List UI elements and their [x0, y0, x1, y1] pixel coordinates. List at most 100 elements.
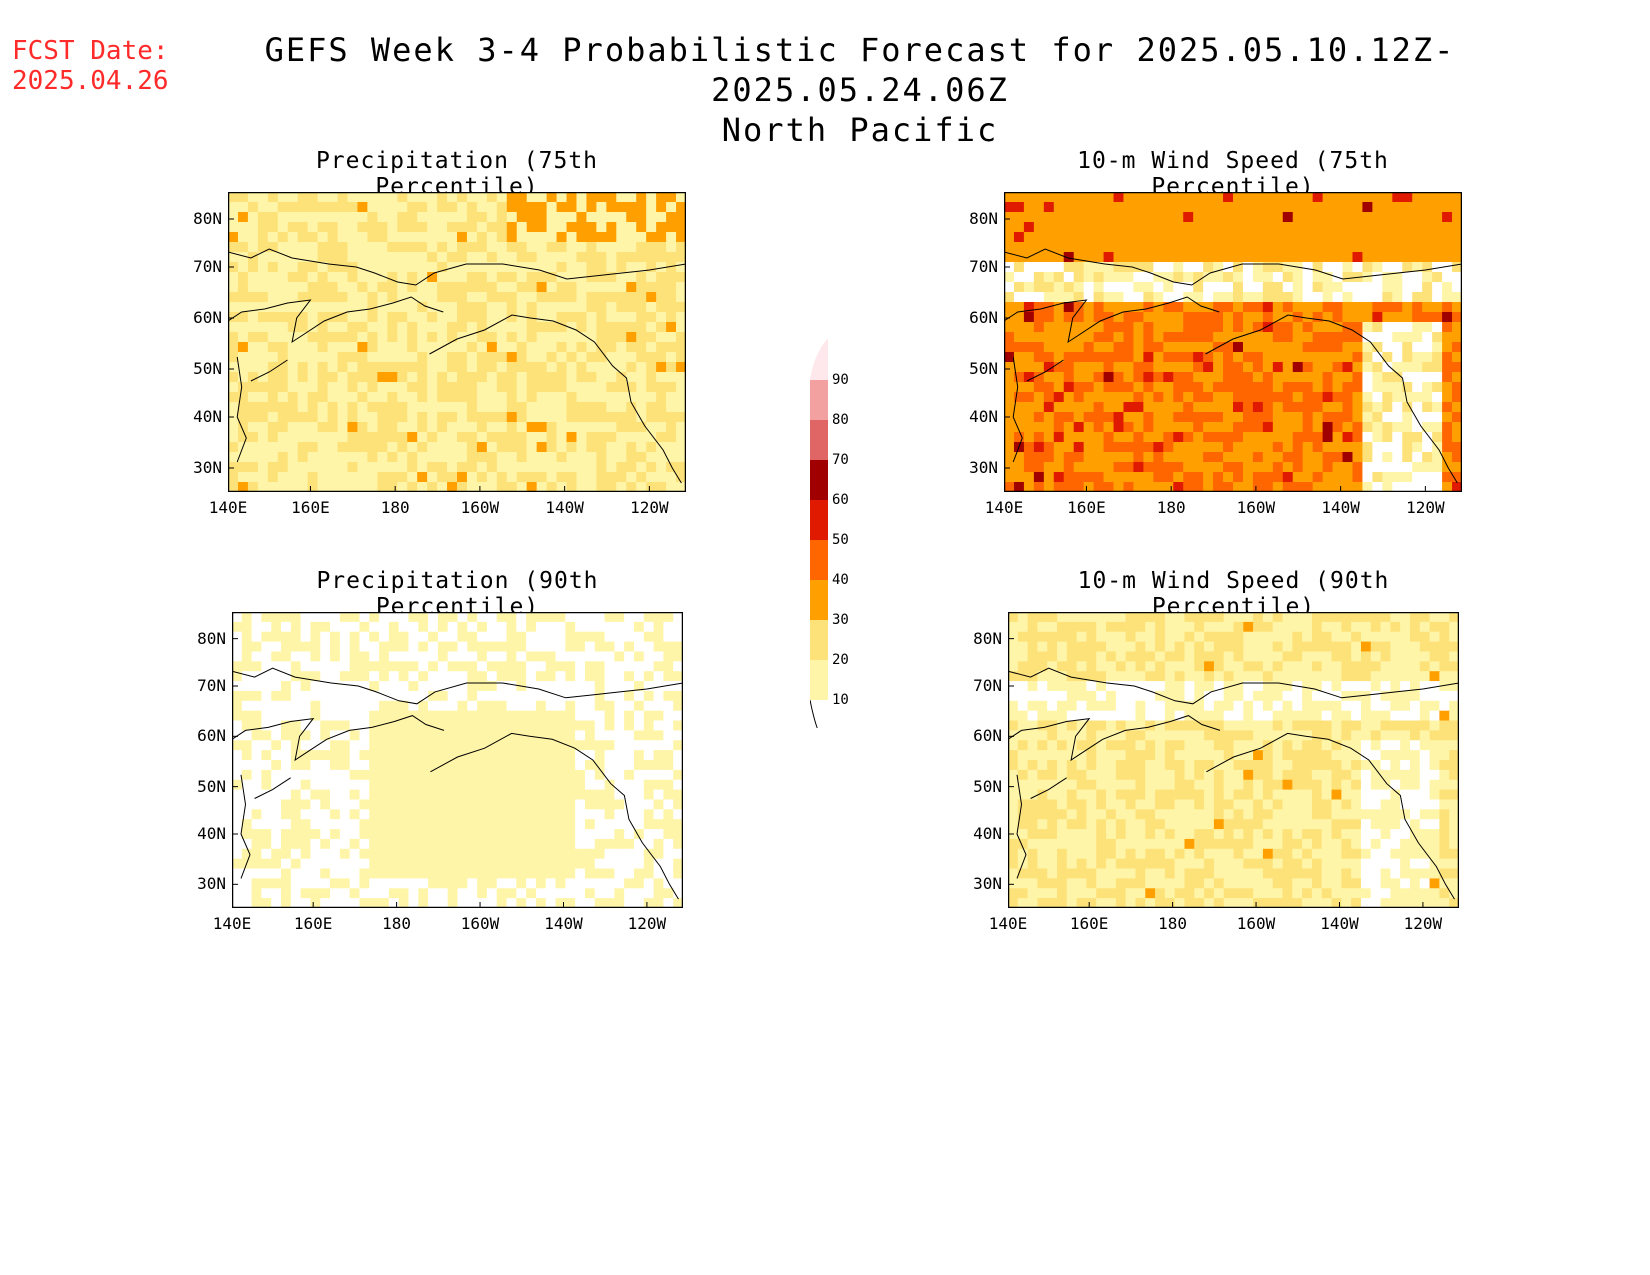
field-cell: [287, 352, 299, 363]
field-cell: [237, 372, 249, 383]
field-cell: [666, 332, 677, 343]
field-cell: [1282, 641, 1293, 653]
field-cell: [1193, 322, 1204, 333]
field-cell: [407, 302, 418, 313]
field-cell: [535, 868, 547, 879]
field-cell: [536, 292, 548, 303]
field-cell: [307, 242, 319, 253]
field-cell: [437, 740, 449, 751]
field-cell: [1113, 482, 1125, 492]
field-cell: [575, 720, 586, 731]
field-cell: [586, 472, 597, 483]
field-cell: [1013, 302, 1025, 313]
field-cell: [496, 838, 508, 850]
field-cell: [1252, 282, 1264, 293]
field-cell: [616, 312, 627, 323]
field-cell: [565, 898, 576, 908]
field-cell: [1302, 302, 1314, 313]
field-cell: [476, 402, 488, 413]
field-cell: [1372, 422, 1383, 433]
field-cell: [566, 302, 578, 313]
field-cell: [1242, 392, 1254, 403]
field-cell: [584, 700, 596, 712]
field-cell: [388, 631, 400, 643]
field-cell: [1312, 192, 1324, 203]
field-cell: [636, 252, 647, 263]
field-cell: [476, 222, 488, 233]
field-cell: [310, 740, 321, 751]
field-cell: [624, 710, 635, 722]
field-cell: [337, 242, 349, 253]
field-cell: [297, 252, 309, 263]
field-cell: [1302, 631, 1313, 643]
field-cell: [228, 472, 239, 483]
field-cell: [666, 362, 677, 373]
field-cell: [417, 412, 428, 423]
field-cell: [418, 690, 429, 702]
field-cell: [586, 352, 597, 363]
field-cell: [1223, 412, 1234, 423]
field-cell: [457, 829, 468, 840]
field-cell: [237, 202, 249, 213]
field-cell: [506, 332, 518, 343]
field-cell: [1233, 212, 1244, 223]
field-cell: [1063, 202, 1075, 213]
field-cell: [237, 252, 249, 263]
field-cell: [1402, 212, 1413, 223]
field-cell: [1223, 302, 1234, 313]
field-cell: [1115, 700, 1127, 712]
field-cell: [261, 799, 272, 810]
field-cell: [1164, 612, 1176, 623]
field-cell: [1133, 412, 1144, 423]
field-cell: [1429, 612, 1440, 623]
field-cell: [437, 898, 449, 908]
field-cell: [1135, 671, 1146, 682]
field-cell: [1419, 700, 1431, 712]
field-cell: [1083, 252, 1095, 263]
field-cell: [267, 232, 279, 243]
field-cell: [1412, 282, 1423, 293]
field-cell: [1412, 442, 1423, 453]
field-cell: [1153, 272, 1164, 283]
field-cell: [466, 202, 478, 213]
field-cell: [427, 442, 438, 453]
field-cell: [1017, 700, 1029, 712]
field-cell: [1164, 671, 1176, 682]
field-cell: [596, 342, 607, 353]
field-cell: [398, 848, 410, 860]
field-cell: [604, 878, 615, 889]
field-cell: [566, 232, 578, 243]
field-cell: [330, 631, 341, 643]
field-cell: [467, 878, 478, 889]
field-cell: [1033, 192, 1045, 203]
field-cell: [624, 769, 635, 781]
field-cell: [666, 432, 677, 443]
field-cell: [673, 612, 683, 623]
field-cell: [327, 412, 339, 423]
field-cell: [1311, 671, 1323, 682]
field-cell: [1004, 472, 1015, 483]
field-cell: [1013, 342, 1025, 353]
field-cell: [437, 621, 449, 633]
field-cell: [387, 372, 398, 383]
field-cell: [241, 730, 253, 741]
field-cell: [1442, 442, 1453, 453]
field-cell: [496, 262, 508, 273]
field-cell: [387, 472, 398, 483]
field-cell: [556, 262, 568, 273]
field-cell: [437, 681, 449, 692]
field-cell: [1362, 382, 1373, 393]
field-cell: [447, 612, 459, 623]
field-cell: [1272, 302, 1284, 313]
field-cell: [1113, 472, 1125, 483]
field-cell: [555, 661, 566, 672]
field-cell: [556, 192, 568, 203]
field-cell: [339, 858, 351, 870]
field-cell: [1123, 422, 1135, 433]
field-cell: [466, 342, 478, 353]
field-cell: [457, 272, 468, 283]
field-cell: [457, 838, 468, 850]
field-cell: [1302, 412, 1314, 423]
field-cell: [349, 651, 361, 662]
field-cell: [357, 322, 368, 333]
